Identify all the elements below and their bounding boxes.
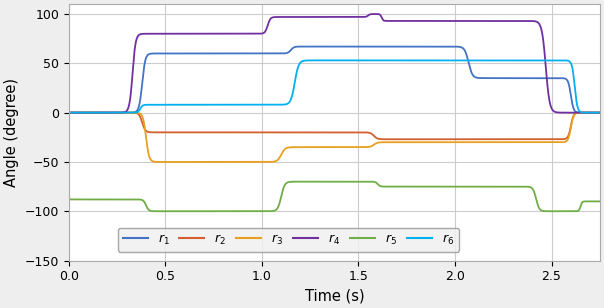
X-axis label: Time (s): Time (s)	[304, 289, 364, 304]
Y-axis label: Angle (degree): Angle (degree)	[4, 78, 19, 187]
Legend: $r_1$, $r_2$, $r_3$, $r_4$, $r_5$, $r_6$: $r_1$, $r_2$, $r_3$, $r_4$, $r_5$, $r_6$	[118, 228, 460, 252]
